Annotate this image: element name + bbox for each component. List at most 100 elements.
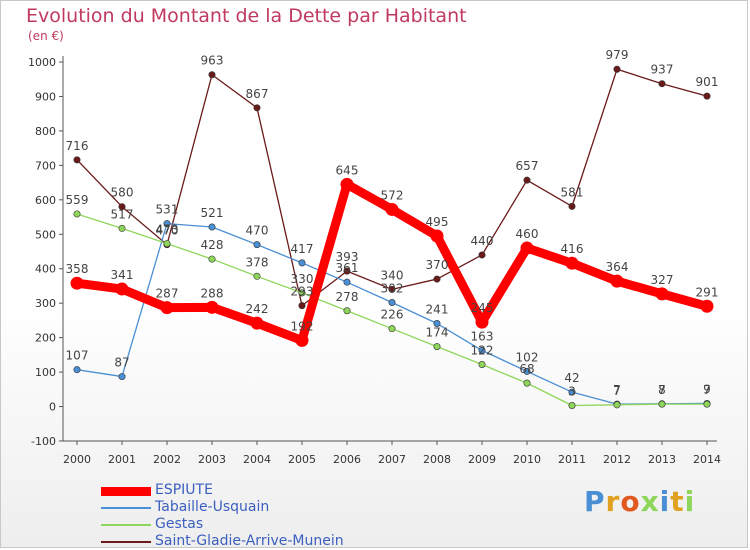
data-point-gestas (568, 402, 576, 410)
data-point-espiute (160, 301, 174, 315)
chart-title: Evolution du Montant de la Dette par Hab… (26, 5, 467, 27)
data-label-tabaille-usquain: 102 (516, 350, 539, 364)
data-point-espiute (700, 299, 714, 313)
data-label-saint-gladie-arrive-munein: 867 (246, 87, 269, 101)
data-label-gestas: 3 (568, 385, 576, 399)
x-tick-label: 2008 (423, 453, 451, 466)
data-point-tabaille-usquain (343, 278, 351, 286)
data-point-tabaille-usquain (73, 366, 81, 374)
data-point-saint-gladie-arrive-munein (703, 92, 711, 100)
data-point-gestas (298, 289, 306, 297)
data-label-saint-gladie-arrive-munein: 440 (471, 234, 494, 248)
data-point-saint-gladie-arrive-munein (388, 285, 396, 293)
data-label-espiute: 645 (336, 163, 359, 177)
data-point-espiute (340, 177, 354, 191)
data-point-tabaille-usquain (298, 259, 306, 267)
x-tick-label: 2010 (513, 453, 541, 466)
data-label-tabaille-usquain: 42 (564, 371, 579, 385)
data-label-tabaille-usquain: 87 (114, 356, 129, 370)
x-tick-label: 2014 (693, 453, 721, 466)
data-point-espiute (430, 229, 444, 243)
x-tick-label: 2000 (63, 453, 91, 466)
logo-letter: P (584, 485, 606, 518)
legend-label: ESPIUTE (155, 482, 213, 498)
data-label-gestas: 517 (111, 207, 134, 221)
data-point-saint-gladie-arrive-munein (343, 267, 351, 275)
data-label-saint-gladie-arrive-munein: 979 (606, 48, 629, 62)
data-point-espiute (385, 202, 399, 216)
data-label-gestas: 378 (246, 255, 269, 269)
data-point-gestas (478, 361, 486, 369)
x-tick-label: 2003 (198, 453, 226, 466)
x-tick-label: 2009 (468, 453, 496, 466)
data-point-espiute (295, 333, 309, 347)
data-label-gestas: 68 (519, 362, 534, 376)
logo-letter: i (684, 485, 696, 518)
data-label-espiute: 327 (651, 273, 674, 287)
data-label-gestas: 559 (66, 193, 89, 207)
logo-letter: i (659, 485, 671, 518)
data-point-tabaille-usquain (478, 346, 486, 354)
y-tick-label: 700 (35, 159, 56, 172)
y-tick-label: 0 (49, 401, 56, 414)
data-label-gestas: 7 (658, 383, 666, 397)
legend-label: Saint-Gladie-Arrive-Munein (155, 533, 344, 549)
data-label-saint-gladie-arrive-munein: 716 (66, 139, 89, 153)
data-label-tabaille-usquain: 470 (246, 224, 269, 238)
data-point-tabaille-usquain (163, 220, 171, 228)
data-label-gestas: 7 (703, 383, 711, 397)
data-point-gestas (208, 255, 216, 263)
data-point-espiute (565, 256, 579, 270)
data-point-saint-gladie-arrive-munein (118, 203, 126, 211)
data-point-gestas (253, 272, 261, 280)
y-tick-label: 1000 (28, 56, 56, 69)
data-label-espiute: 242 (246, 302, 269, 316)
logo-letter: r (605, 485, 621, 518)
data-point-tabaille-usquain (568, 388, 576, 396)
data-point-saint-gladie-arrive-munein (73, 156, 81, 164)
data-point-gestas (73, 210, 81, 218)
data-label-tabaille-usquain: 531 (156, 203, 179, 217)
data-label-gestas: 226 (381, 308, 404, 322)
data-point-tabaille-usquain (253, 241, 261, 249)
data-label-saint-gladie-arrive-munein: 393 (336, 250, 359, 264)
data-label-saint-gladie-arrive-munein: 963 (201, 54, 224, 68)
data-label-gestas: 473 (156, 223, 179, 237)
data-label-saint-gladie-arrive-munein: 470 (156, 224, 179, 238)
data-point-espiute (475, 315, 489, 329)
x-tick-label: 2012 (603, 453, 631, 466)
y-tick-label: 400 (35, 263, 56, 276)
data-label-espiute: 572 (381, 188, 404, 202)
data-point-saint-gladie-arrive-munein (253, 104, 261, 112)
data-label-saint-gladie-arrive-munein: 580 (111, 186, 134, 200)
chart-subtitle: (en €) (28, 29, 64, 43)
y-tick-label: 100 (35, 366, 56, 379)
data-label-tabaille-usquain: 8 (658, 383, 666, 397)
data-point-espiute (115, 282, 129, 296)
data-label-espiute: 495 (426, 215, 449, 229)
data-label-saint-gladie-arrive-munein: 293 (291, 285, 314, 299)
data-point-saint-gladie-arrive-munein (478, 251, 486, 259)
logo-letter: t (670, 485, 685, 518)
x-tick-label: 2005 (288, 453, 316, 466)
logo-letter: o (620, 485, 641, 518)
data-label-espiute: 460 (516, 227, 539, 241)
x-tick-label: 2002 (153, 453, 181, 466)
data-label-espiute: 416 (561, 242, 584, 256)
data-label-saint-gladie-arrive-munein: 901 (696, 75, 719, 89)
data-point-tabaille-usquain (388, 298, 396, 306)
data-label-tabaille-usquain: 241 (426, 303, 449, 317)
legend-label: Tabaille-Usquain (155, 499, 270, 515)
legend-label: Gestas (155, 516, 204, 532)
data-point-tabaille-usquain (118, 373, 126, 381)
data-point-saint-gladie-arrive-munein (613, 65, 621, 73)
y-tick-label: 200 (35, 332, 56, 345)
data-label-tabaille-usquain: 521 (201, 206, 224, 220)
data-label-tabaille-usquain: 361 (336, 261, 359, 275)
data-label-tabaille-usquain: 302 (381, 281, 404, 295)
data-point-espiute (610, 274, 624, 288)
data-point-saint-gladie-arrive-munein (523, 176, 531, 184)
data-label-tabaille-usquain: 9 (703, 382, 711, 396)
